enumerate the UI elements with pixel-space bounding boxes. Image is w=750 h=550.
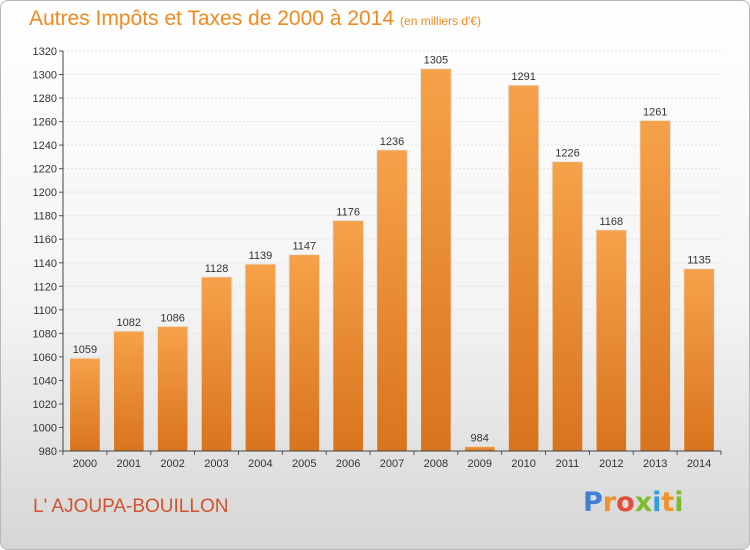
y-tick-label: 1060: [33, 352, 57, 364]
x-tick-label: 2007: [380, 458, 404, 470]
x-tick-label: 2013: [643, 458, 667, 470]
proxiti-logo: Proxiti: [583, 487, 684, 518]
y-tick-label: 1020: [33, 399, 57, 411]
x-tick-label: 2004: [248, 458, 272, 470]
y-tick-label: 1160: [33, 234, 57, 246]
data-label: 1261: [643, 106, 667, 118]
data-label: 1135: [687, 255, 711, 267]
data-label: 1139: [249, 250, 273, 262]
x-tick-label: 2009: [467, 458, 491, 470]
x-tick-label: 2002: [160, 458, 184, 470]
data-label: 984: [471, 432, 489, 444]
y-tick-label: 1040: [33, 375, 57, 387]
y-tick-label: 1300: [33, 70, 57, 82]
y-tick-label: 1200: [33, 187, 57, 199]
data-label: 1291: [511, 71, 535, 83]
data-labels: 1059 1082 1086 1128 1139 1147 1176 1236 1305 984 1…: [73, 55, 711, 445]
data-label: 1226: [555, 148, 579, 160]
x-tick-label: 2003: [204, 458, 228, 470]
logo-letter: t: [661, 487, 675, 518]
bar: [507, 84, 540, 452]
bar: [200, 276, 233, 452]
bar: [683, 268, 715, 452]
x-tick-label: 2014: [687, 458, 711, 470]
logo-letter: i: [652, 487, 662, 518]
y-tick-label: 1280: [33, 93, 57, 105]
bar: [244, 263, 277, 452]
y-tick-label: 1240: [33, 140, 57, 152]
bar: [595, 229, 628, 452]
y-tick-label: 1080: [33, 328, 57, 340]
chart-unit: (en milliers d'€): [400, 14, 482, 28]
data-label: 1176: [336, 206, 360, 218]
y-tick-label: 1180: [33, 211, 57, 223]
y-tick-label: 1140: [33, 258, 57, 270]
x-tick-label: 2008: [424, 458, 448, 470]
y-tick-label: 1100: [33, 305, 57, 317]
bar: [332, 219, 364, 452]
y-axis-ticks: 980 1000 1020 1040 1060 1080 1100 1120 1140 1160 1…: [33, 46, 63, 458]
bar: [69, 357, 101, 452]
logo-letter: P: [583, 487, 603, 518]
y-tick-label: 1220: [33, 164, 57, 176]
data-label: 1168: [600, 216, 624, 228]
x-tick-label: 2005: [292, 458, 316, 470]
commune-name: L' AJOUPA-BOUILLON: [33, 496, 229, 517]
bar: [463, 445, 496, 452]
bar: [639, 119, 672, 452]
chart-title: Autres Impôts et Taxes de 2000 à 2014 (en…: [29, 7, 481, 31]
x-tick-label: 2011: [556, 458, 580, 470]
bar: [551, 161, 584, 452]
x-axis-ticks: 2000 2001 2002 2003 2004 2005 2006 2007 2008 2009…: [62, 451, 722, 470]
y-tick-label: 1000: [33, 422, 57, 434]
x-tick-label: 2001: [117, 458, 141, 470]
data-label: 1128: [205, 263, 229, 275]
data-label: 1147: [292, 241, 316, 253]
bar: [288, 254, 321, 452]
data-label: 1082: [117, 317, 141, 329]
bars: [69, 68, 715, 452]
x-tick-label: 2000: [73, 458, 97, 470]
logo-letter: r: [602, 487, 617, 518]
y-tick-label: 1260: [33, 117, 57, 129]
bar: [112, 330, 145, 452]
data-label: 1086: [160, 312, 184, 324]
logo-letter: x: [634, 487, 653, 518]
logo-letter: o: [616, 487, 635, 518]
data-label: 1305: [424, 55, 448, 67]
bar: [420, 68, 452, 452]
bar: [376, 149, 408, 452]
bar: [156, 325, 189, 452]
x-tick-label: 2006: [336, 458, 360, 470]
y-tick-label: 980: [39, 446, 57, 458]
x-tick-label: 2010: [511, 458, 535, 470]
x-tick-label: 2012: [599, 458, 623, 470]
data-label: 1236: [380, 136, 404, 148]
y-tick-label: 1320: [33, 46, 57, 58]
data-label: 1059: [73, 344, 97, 356]
chart-title-text: Autres Impôts et Taxes de 2000 à 2014: [29, 7, 395, 30]
logo-letter: i: [674, 487, 684, 518]
y-tick-label: 1120: [33, 281, 57, 293]
